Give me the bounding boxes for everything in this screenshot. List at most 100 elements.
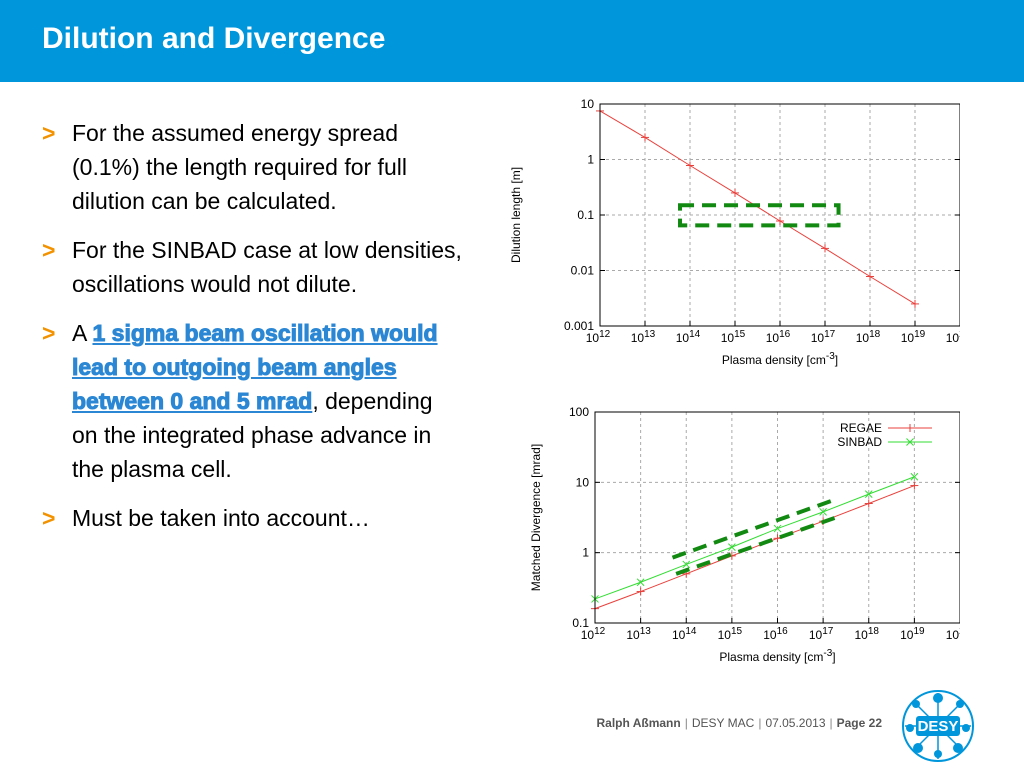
x-axis-label: Plasma density [cm-3] (719, 648, 835, 664)
legend-label: REGAE (840, 421, 882, 435)
y-axis-label: Matched Divergence [mrad] (529, 444, 543, 591)
x-tick-exponent: 15 (731, 626, 743, 637)
series-line (599, 110, 916, 305)
chart-annotation-layer (678, 203, 841, 228)
footer-separator: | (829, 716, 833, 730)
bullet-text: For the SINBAD case at low densities, os… (72, 237, 462, 297)
series-line-regae (594, 485, 915, 610)
x-tick-exponent: 14 (685, 626, 697, 637)
x-tick-label: 1013 (631, 329, 656, 345)
footer: Ralph Aßmann | DESY MAC | 07.05.2013 | Page 22 (540, 716, 882, 730)
dashed-highlight-box (678, 203, 841, 228)
data-point-sinbad (773, 524, 782, 533)
x-tick-label: 1016 (763, 626, 788, 642)
y-tick-label: 10 (576, 475, 590, 489)
legend-marker (906, 438, 914, 446)
x-tick-exponent: 15 (734, 329, 746, 340)
bullet-item: > A 1 sigma beam oscillation would lead … (42, 316, 462, 486)
x-tick-label: 1018 (856, 329, 881, 345)
x-tick-exponent: 12 (599, 329, 611, 340)
x-tick-exponent: 12 (594, 626, 606, 637)
footer-org: DESY MAC (691, 716, 755, 730)
x-tick-label: 1017 (809, 626, 834, 642)
bullet-list: > For the assumed energy spread (0.1%) t… (42, 116, 462, 550)
x-tick-label: 1018 (855, 626, 880, 642)
bullet-item: > For the SINBAD case at low densities, … (42, 233, 462, 301)
footer-page: Page 22 (836, 716, 882, 730)
footer-separator: | (758, 716, 762, 730)
x-tick-exponent: 13 (640, 626, 652, 637)
x-tick-label: 1017 (811, 329, 836, 345)
x-tick-exponent: 16 (777, 626, 789, 637)
x-tick-exponent: 19 (914, 329, 926, 340)
bullet-text-suffix: , depending on the integrated phase adva… (72, 388, 433, 482)
dilution-length-chart: 1012101310141015101610171018101910201010… (509, 97, 960, 367)
slide-title: Dilution and Divergence (42, 22, 386, 55)
bullet-highlight-text: 1 sigma beam oscillation would lead to o… (72, 320, 439, 415)
y-axis-label: Dilution length [m] (509, 167, 523, 263)
x-axis-label-suffix: ] (832, 650, 835, 664)
x-axis-label: Plasma density [cm-3] (722, 351, 838, 367)
bullet-marker: > (42, 237, 56, 263)
x-tick-label: 1015 (718, 626, 743, 642)
matched-divergence-chart: 1012101310141015101610171018101910201001… (529, 405, 960, 664)
x-axis-label-suffix: ] (835, 353, 838, 367)
bullet-item: > Must be taken into account… (42, 501, 462, 535)
bullet-marker: > (42, 120, 56, 146)
x-tick-label: 1020 (946, 329, 960, 345)
chart-series-layer (596, 106, 919, 308)
x-tick-label: 1019 (900, 626, 925, 642)
x-tick-exponent: 20 (959, 626, 960, 637)
y-tick-label: 1 (582, 546, 589, 560)
data-point-sinbad (636, 578, 645, 587)
chart-annotation-layer (671, 497, 838, 576)
title-bar: Dilution and Divergence (0, 0, 1024, 82)
y-tick-label: 1 (587, 153, 594, 167)
x-tick-label: 1019 (901, 329, 926, 345)
data-point-sinbad (682, 560, 691, 569)
bullet-text: Must be taken into account… (72, 505, 370, 531)
series-line-sinbad (594, 476, 915, 600)
x-tick-label: 1013 (626, 626, 651, 642)
x-tick-exponent: 13 (644, 329, 656, 340)
x-tick-label: 1016 (766, 329, 791, 345)
bullet-marker: > (42, 320, 56, 346)
x-tick-exponent: 19 (913, 626, 925, 637)
desy-logo: DESY (902, 690, 974, 762)
footer-separator: | (684, 716, 688, 730)
x-axis-label-exponent: -3 (823, 648, 832, 659)
x-tick-label: 1014 (672, 626, 697, 642)
bullet-text: For the assumed energy spread (0.1%) the… (72, 120, 407, 214)
dashed-band-line (675, 515, 838, 576)
x-tick-exponent: 17 (822, 626, 834, 637)
bullet-marker: > (42, 505, 56, 531)
y-tick-label: 0.1 (572, 616, 589, 630)
legend-label: SINBAD (837, 435, 882, 449)
x-tick-exponent: 16 (779, 329, 791, 340)
y-tick-label: 10 (581, 97, 595, 111)
chart-grid (600, 104, 960, 326)
logo-text: DESY (918, 718, 959, 735)
data-point-sinbad (910, 472, 919, 481)
x-tick-label: 1015 (721, 329, 746, 345)
chart-series-layer (591, 472, 919, 613)
chart-grid (595, 412, 960, 623)
y-tick-label: 0.1 (577, 208, 594, 222)
x-tick-exponent: 18 (868, 626, 880, 637)
footer-author: Ralph Aßmann (596, 716, 681, 730)
x-tick-exponent: 17 (824, 329, 836, 340)
x-tick-exponent: 18 (869, 329, 881, 340)
bullet-text-prefix: A (72, 320, 93, 346)
data-point-sinbad (819, 508, 827, 516)
y-tick-label: 0.01 (571, 264, 595, 278)
bullet-item: > For the assumed energy spread (0.1%) t… (42, 116, 462, 218)
x-tick-label: 1014 (676, 329, 701, 345)
chart-ticks: 1012101310141015101610171018101910201010… (564, 97, 960, 345)
footer-date: 07.05.2013 (765, 716, 826, 730)
x-tick-exponent: 14 (689, 329, 701, 340)
data-point-sinbad (864, 490, 873, 498)
dashed-band-line (671, 497, 838, 560)
x-tick-label: 1020 (946, 626, 960, 642)
y-tick-label: 0.001 (564, 319, 594, 333)
